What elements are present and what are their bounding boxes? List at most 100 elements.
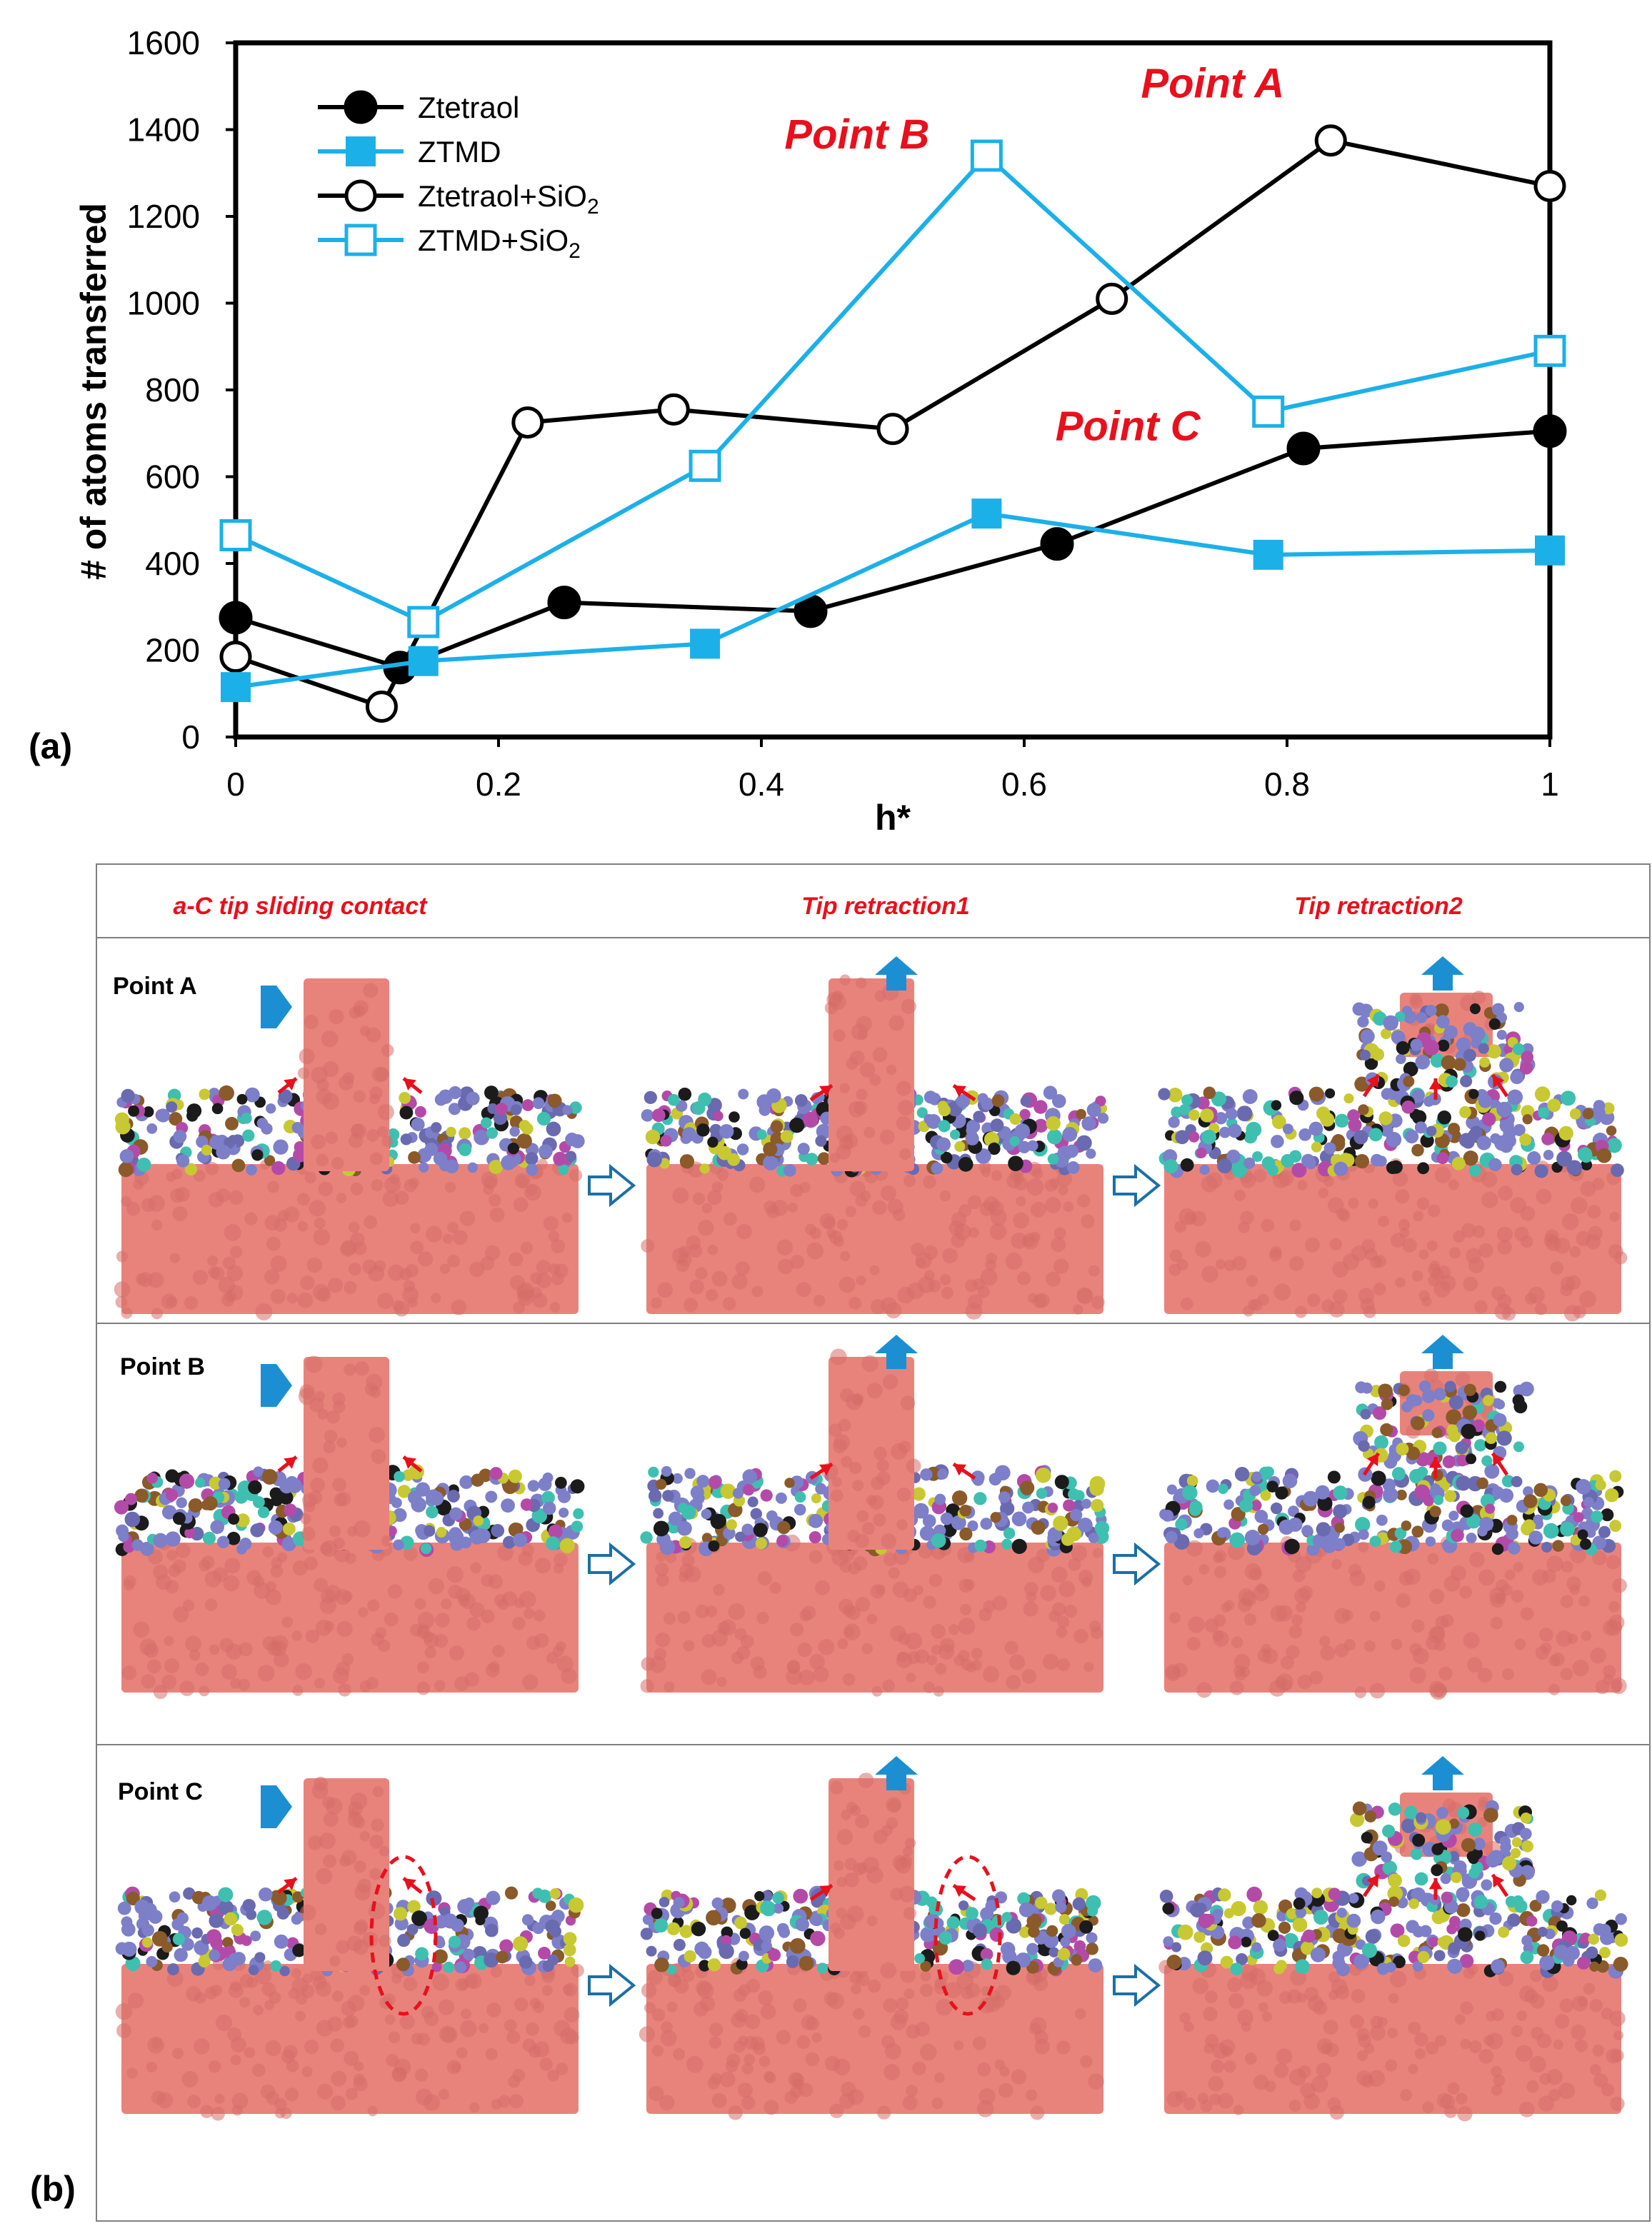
atom [696, 1980, 712, 1996]
lubricant-atom [1068, 1488, 1080, 1500]
lubricant-atom [1317, 1495, 1333, 1511]
atom [1057, 1658, 1071, 1672]
lubricant-atom [239, 1538, 252, 1550]
lubricant-atom [1436, 1015, 1450, 1029]
lubricant-atom [218, 1478, 231, 1490]
lubricant-atom [294, 1141, 306, 1153]
atom [1611, 1680, 1623, 1691]
atom [1240, 1210, 1254, 1225]
atom [1390, 1233, 1406, 1248]
lubricant-atom [1595, 1479, 1606, 1490]
lubricant-atom [166, 1101, 178, 1113]
atom [833, 1235, 844, 1248]
lubricant-atom [1382, 1487, 1398, 1503]
atom [971, 1648, 983, 1660]
data-point [1252, 395, 1285, 428]
atom [1574, 2039, 1588, 2052]
step-arrow [588, 1963, 636, 2007]
lubricant-atom [1522, 1114, 1533, 1125]
lubricant-atom [519, 1955, 533, 1969]
atom [262, 1960, 274, 1971]
lubricant-atom [1414, 1872, 1428, 1886]
atom [844, 1858, 857, 1870]
atom [255, 1303, 273, 1320]
atom [291, 1967, 302, 1979]
atom [1073, 1304, 1083, 1315]
atom [1045, 1197, 1061, 1213]
atom [374, 1260, 386, 1273]
atom [1532, 1569, 1548, 1586]
data-point [1286, 431, 1321, 466]
lubricant-atom [1434, 1003, 1449, 1018]
atom [182, 1599, 195, 1612]
lubricant-atom [1196, 1147, 1207, 1158]
lubricant-atom [773, 1902, 784, 1914]
atom [855, 1194, 868, 1207]
lubricant-atom [1168, 1088, 1183, 1103]
atom [1468, 2040, 1482, 2053]
lubricant-atom [449, 1507, 463, 1520]
data-point [408, 646, 439, 676]
lubricant-atom [521, 1123, 534, 1135]
lubricant-atom [1573, 1512, 1584, 1523]
atom [666, 2001, 678, 2012]
atom [1561, 1560, 1573, 1573]
lubricant-atom [126, 1891, 140, 1906]
atom [776, 1239, 794, 1256]
lubricant-atom [1388, 1896, 1399, 1907]
lubricant-atom [1188, 1131, 1200, 1143]
atom [695, 1604, 709, 1619]
atom [1213, 1552, 1223, 1563]
atom [389, 1173, 400, 1185]
atom [470, 1562, 481, 1574]
atom [651, 2008, 666, 2022]
lubricant-atom [681, 1127, 697, 1142]
atom [296, 1193, 310, 1206]
lubricant-atom [1598, 1525, 1611, 1538]
lubricant-atom [542, 1472, 554, 1483]
lubricant-atom [640, 1531, 653, 1544]
atom [968, 1227, 979, 1238]
lubricant-atom [1441, 1891, 1453, 1904]
atom [866, 1613, 878, 1625]
lubricant-atom [1391, 1467, 1406, 1481]
atom [1545, 1229, 1559, 1243]
atom [693, 2001, 709, 2017]
lubricant-atom [1193, 1931, 1206, 1943]
lubricant-atom [542, 1501, 556, 1515]
lubricant-atom [496, 1950, 509, 1964]
atom [1409, 996, 1423, 1009]
atom [900, 1395, 916, 1410]
atom [1058, 1185, 1068, 1195]
atom [681, 1969, 695, 1982]
atom [686, 1235, 701, 1250]
atom [254, 1582, 271, 1599]
atom [479, 2023, 489, 2034]
atom [548, 1230, 560, 1243]
lubricant-atom [434, 1937, 446, 1949]
substrate [121, 1964, 579, 2114]
lubricant-atom [1446, 1923, 1458, 1935]
atom [369, 1426, 385, 1443]
atom [913, 1585, 923, 1595]
atom [179, 1680, 195, 1696]
lubricant-atom [690, 1485, 704, 1500]
lubricant-atom [1284, 1538, 1300, 1555]
atom [1320, 1645, 1336, 1661]
lubricant-atom [931, 1533, 946, 1548]
atom [238, 1678, 251, 1691]
lubricant-atom [938, 1120, 951, 1133]
atom [838, 1598, 854, 1614]
atom [861, 1643, 873, 1655]
atom [394, 2058, 411, 2076]
snapshot-row2-col3 [1159, 1335, 1627, 1700]
lubricant-atom [241, 1113, 252, 1124]
lubricant-atom [218, 1887, 234, 1902]
lubricant-atom [279, 1490, 294, 1505]
lubricant-atom [1352, 1801, 1367, 1816]
atom [369, 1086, 383, 1100]
atom [323, 1440, 336, 1454]
atom [185, 1635, 201, 1653]
atom [434, 1680, 446, 1692]
